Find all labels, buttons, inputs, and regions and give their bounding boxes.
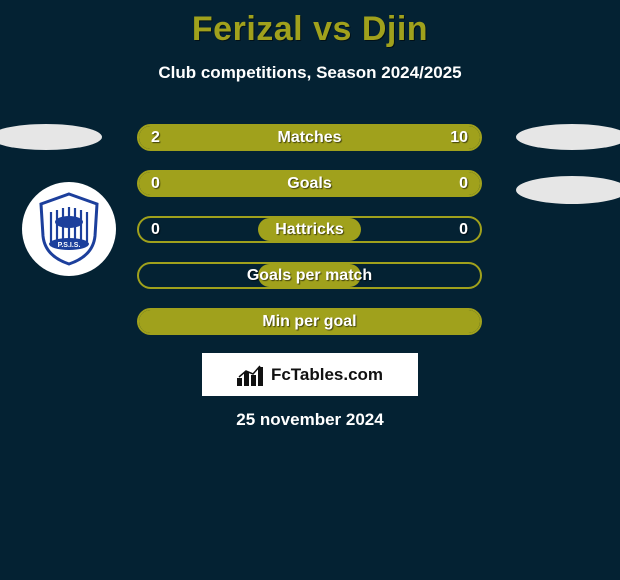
club-badge: P.S.I.S. (22, 182, 116, 276)
stat-label: Goals per match (247, 267, 372, 285)
stat-label: Goals (287, 175, 331, 193)
stat-value-left: 0 (151, 175, 160, 193)
subtitle: Club competitions, Season 2024/2025 (0, 63, 620, 83)
avatar-placeholder-right-2 (516, 176, 620, 204)
stat-value-left: 0 (151, 221, 160, 239)
psis-crest-icon: P.S.I.S. (37, 192, 101, 266)
player-right-name: Djin (362, 10, 428, 48)
svg-text:P.S.I.S.: P.S.I.S. (58, 242, 81, 249)
stat-row: 2 10 Matches (137, 124, 482, 151)
stat-value-right: 10 (450, 129, 468, 147)
stats-column: 2 10 Matches 0 0 Goals 0 0 Hattricks Goals per ma… (137, 124, 482, 335)
snapshot-date: 25 november 2024 (0, 410, 620, 430)
stat-label: Hattricks (275, 221, 343, 239)
page-title: Ferizal vs Djin (0, 0, 620, 49)
vs-word: vs (313, 10, 352, 48)
fctables-bars-icon (237, 364, 265, 386)
stat-label: Min per goal (262, 313, 356, 331)
avatar-placeholder-left (0, 124, 102, 150)
stat-label: Matches (277, 129, 341, 147)
stat-value-right: 0 (459, 175, 468, 193)
player-left-name: Ferizal (192, 10, 303, 48)
brand-logo-box: FcTables.com (202, 353, 418, 396)
brand-text: FcTables.com (271, 365, 383, 385)
stat-row: 0 0 Goals (137, 170, 482, 197)
stat-row: Min per goal (137, 308, 482, 335)
stat-row: Goals per match (137, 262, 482, 289)
stat-value-left: 2 (151, 129, 160, 147)
stat-value-right: 0 (459, 221, 468, 239)
stat-row: 0 0 Hattricks (137, 216, 482, 243)
avatar-placeholder-right-1 (516, 124, 620, 150)
